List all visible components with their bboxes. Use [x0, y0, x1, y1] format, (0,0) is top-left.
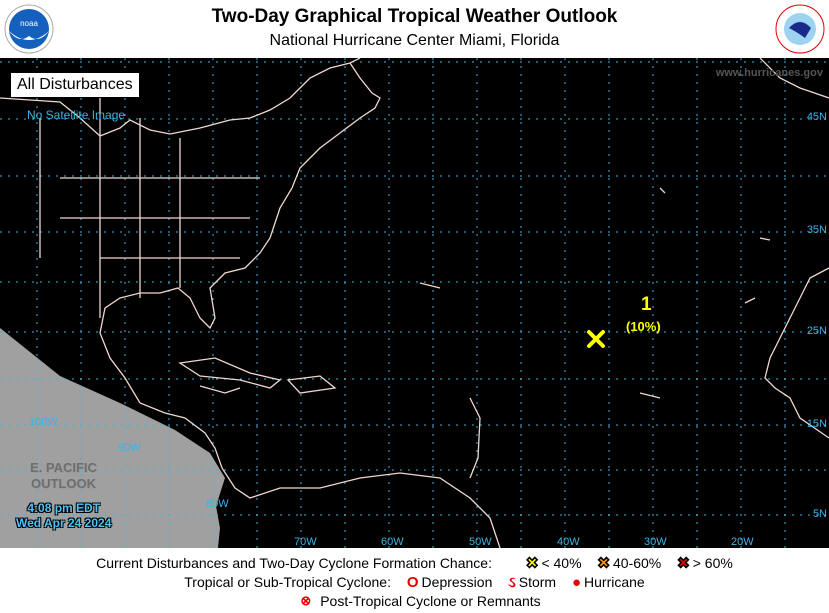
east-pacific-outlook-link[interactable]: E. PACIFIC OUTLOOK	[30, 460, 97, 492]
lon-label: 40W	[557, 536, 580, 548]
nws-logo	[775, 4, 825, 54]
issue-time: 4:08 pm EDT Wed Apr 24 2024	[16, 501, 111, 531]
epac-line2: OUTLOOK	[30, 476, 96, 491]
lon-label: 50W	[469, 536, 492, 548]
lat-label: 25N	[806, 325, 827, 337]
legend-high: > 60%	[692, 555, 733, 572]
east-pacific-region	[0, 328, 225, 548]
lon-label: 100W	[29, 416, 58, 428]
lon-label: 70W	[294, 536, 317, 548]
legend-hurricane: Hurricane	[584, 574, 645, 591]
outlook-map[interactable]: All Disturbances No Satellite Image www.…	[0, 58, 829, 548]
date-text: Wed Apr 24 2024	[16, 516, 112, 530]
legend-depression: Depression	[421, 574, 493, 591]
page-subtitle: National Hurricane Center Miami, Florida	[269, 32, 560, 49]
website-watermark: www.hurricanes.gov	[715, 67, 823, 79]
legend-label: Tropical or Sub-Tropical Cyclone:	[184, 574, 391, 591]
x-orange-icon: ✖	[597, 555, 611, 573]
lat-label: 45N	[806, 111, 827, 123]
legend-post-tropical: Post-Tropical Cyclone or Remnants	[320, 593, 541, 610]
x-yellow-icon: ✖	[525, 555, 539, 573]
x-red-icon: ✖	[677, 555, 691, 573]
time-text: 4:08 pm EDT	[27, 501, 101, 515]
lon-label: 90W	[118, 442, 141, 454]
lon-label: 20W	[731, 536, 754, 548]
page-title: Two-Day Graphical Tropical Weather Outlo…	[211, 6, 618, 27]
disturbance-1-marker[interactable]	[585, 328, 607, 350]
disturbance-number[interactable]: 1	[641, 294, 652, 315]
post-tropical-icon: ⊗	[300, 593, 312, 609]
svg-text:noaa: noaa	[20, 19, 38, 28]
legend-mid: 40-60%	[613, 555, 662, 572]
lat-label: 15N	[806, 418, 827, 430]
lon-label: 60W	[381, 536, 404, 548]
lon-label: 30W	[644, 536, 667, 548]
noaa-logo: noaa	[4, 4, 54, 54]
lat-lon-grid	[0, 58, 829, 548]
legend-row-cyclone: Tropical or Sub-Tropical Cyclone: O Depre…	[0, 573, 829, 591]
legend-storm: Storm	[518, 574, 557, 591]
map-canvas	[0, 58, 829, 548]
disturbance-chance: (10%)	[626, 319, 661, 334]
depression-circle-icon: O	[406, 573, 419, 591]
lon-label: 80W	[206, 498, 229, 510]
legend-label: Current Disturbances and Two-Day Cyclone…	[96, 555, 492, 572]
lat-label: 5N	[812, 508, 827, 520]
epac-line1: E. PACIFIC	[30, 460, 97, 475]
legend-low: < 40%	[541, 555, 582, 572]
storm-icon: ઽ	[508, 573, 516, 591]
x-icon	[587, 330, 605, 348]
coastlines	[0, 58, 829, 548]
legend-row-post-tropical: ⊗ Post-Tropical Cyclone or Remnants	[0, 592, 829, 609]
hurricane-icon: ●	[571, 573, 582, 591]
all-disturbances-label[interactable]: All Disturbances	[10, 72, 140, 98]
no-satellite-label: No Satellite Image	[27, 108, 126, 122]
legend-row-formation-chance: Current Disturbances and Two-Day Cyclone…	[0, 554, 829, 573]
lat-label: 35N	[806, 224, 827, 236]
